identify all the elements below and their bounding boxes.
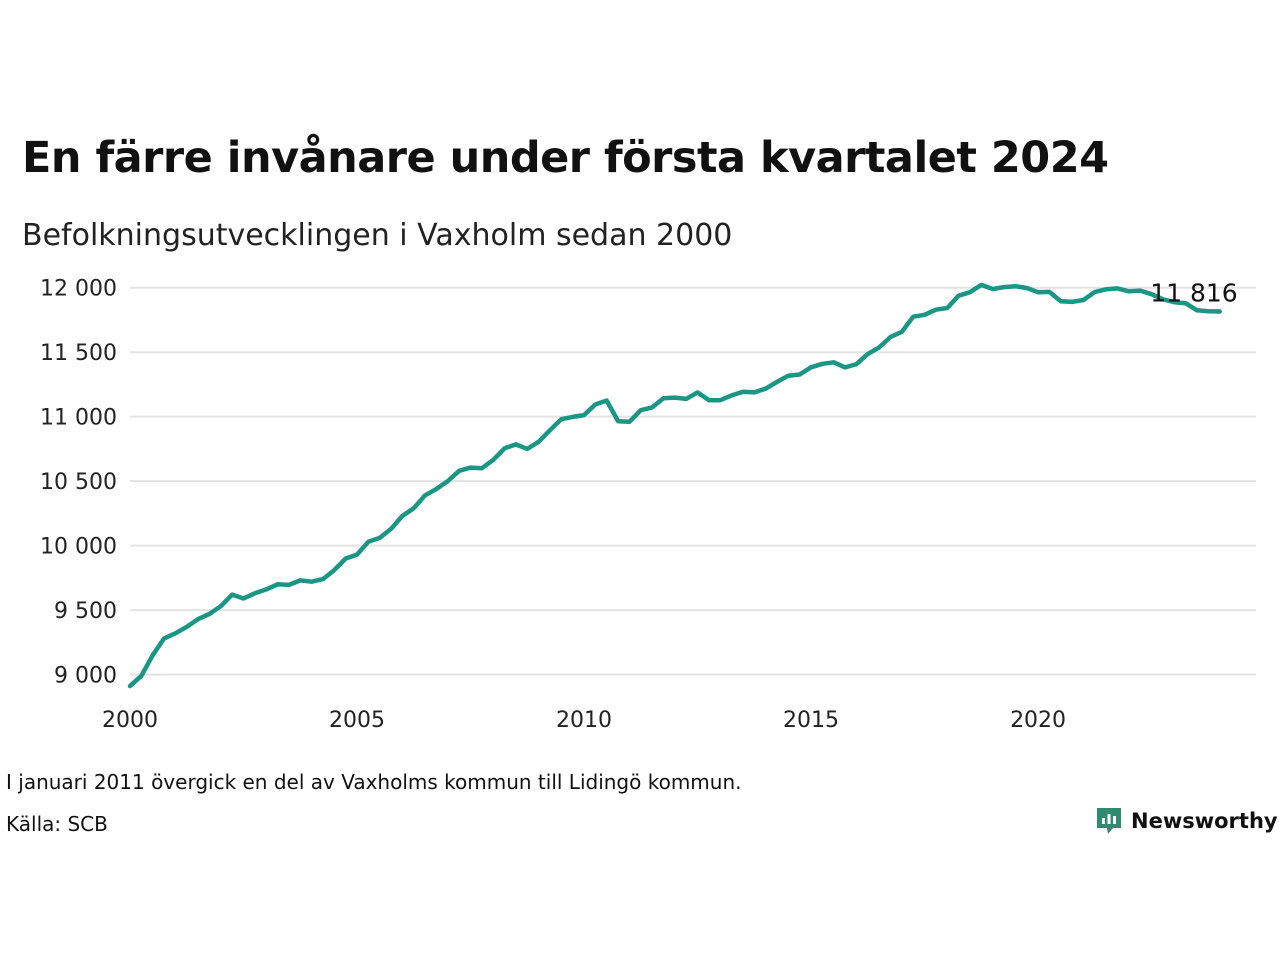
y-tick-label: 11 500: [40, 341, 117, 366]
x-tick-label: 2010: [556, 708, 612, 733]
x-tick-label: 2005: [329, 708, 385, 733]
y-tick-label: 10 000: [40, 535, 117, 560]
x-axis-ticks: 2000 2005 2010 2015 2020: [102, 708, 1066, 733]
population-line: [127, 282, 1222, 689]
y-tick-label: 9 500: [54, 599, 117, 624]
brand-logo: Newsworthy: [1095, 806, 1278, 836]
line-chart: 9 000 9 500 10 000 10 500 11 000 11 500 12 000…: [40, 277, 1256, 733]
y-axis-ticks: 9 000 9 500 10 000 10 500 11 000 11 500 12 000: [40, 277, 117, 689]
chart-bubble-icon: [1097, 808, 1121, 834]
source-note: Källa: SCB: [6, 812, 108, 836]
brand-name: Newsworthy: [1131, 809, 1278, 833]
gridlines: [130, 286, 1256, 676]
y-tick-label: 12 000: [40, 277, 117, 302]
end-value-label: 11 816: [1150, 278, 1237, 307]
x-tick-label: 2000: [102, 708, 158, 733]
y-tick-label: 9 000: [54, 664, 117, 689]
chart-subtitle: Befolkningsutvecklingen i Vaxholm sedan …: [22, 218, 733, 253]
y-tick-label: 10 500: [40, 470, 117, 495]
x-tick-label: 2020: [1010, 708, 1066, 733]
footnote: I januari 2011 övergick en del av Vaxhol…: [6, 770, 742, 794]
x-tick-label: 2015: [783, 708, 839, 733]
chart-title: En färre invånare under första kvartalet…: [22, 133, 1109, 183]
y-tick-label: 11 000: [40, 406, 117, 431]
